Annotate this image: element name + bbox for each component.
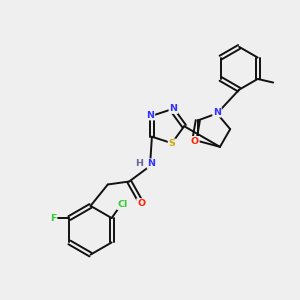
Text: O: O — [191, 137, 199, 146]
Text: N: N — [148, 159, 155, 168]
Text: N: N — [213, 108, 221, 117]
Text: N: N — [146, 111, 154, 120]
Text: O: O — [137, 199, 145, 208]
Text: H: H — [135, 159, 143, 168]
Text: Cl: Cl — [117, 200, 128, 209]
Text: S: S — [169, 139, 175, 148]
Text: N: N — [169, 104, 177, 113]
Text: F: F — [50, 214, 57, 223]
